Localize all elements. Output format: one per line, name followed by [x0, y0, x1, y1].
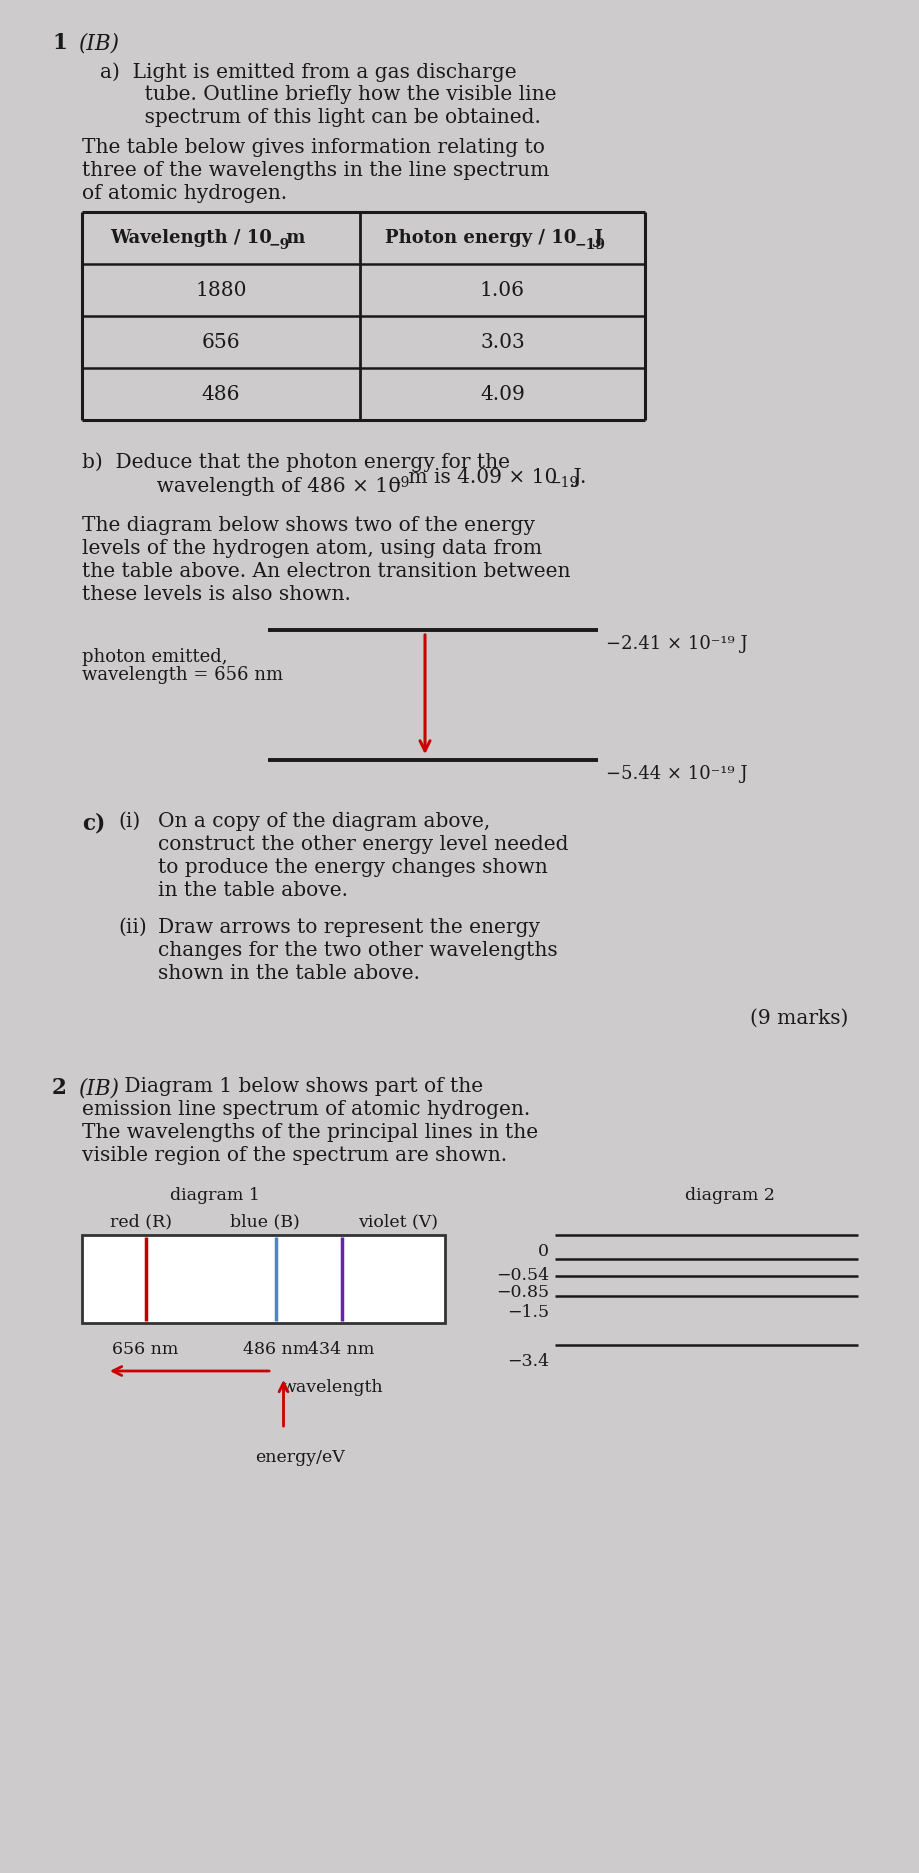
Text: The table below gives information relating to: The table below gives information relati…: [82, 139, 544, 157]
Text: a)  Light is emitted from a gas discharge: a) Light is emitted from a gas discharge: [100, 62, 516, 82]
Text: The wavelengths of the principal lines in the: The wavelengths of the principal lines i…: [82, 1124, 538, 1143]
Text: −0.85: −0.85: [495, 1283, 549, 1300]
Text: Draw arrows to represent the energy: Draw arrows to represent the energy: [158, 918, 539, 936]
Text: −0.54: −0.54: [495, 1268, 549, 1285]
Text: −9: −9: [268, 238, 289, 253]
Text: b)  Deduce that the photon energy for the: b) Deduce that the photon energy for the: [82, 451, 509, 472]
Text: (9 marks): (9 marks): [749, 1010, 847, 1028]
Text: tube. Outline briefly how the visible line: tube. Outline briefly how the visible li…: [100, 84, 556, 105]
Text: red (R): red (R): [110, 1214, 172, 1231]
Text: visible region of the spectrum are shown.: visible region of the spectrum are shown…: [82, 1146, 506, 1165]
Text: energy/eV: energy/eV: [255, 1450, 345, 1467]
Text: 434 nm: 434 nm: [308, 1341, 374, 1358]
Text: −3.4: −3.4: [506, 1354, 549, 1371]
Bar: [82, 1234, 445, 1322]
Text: c): c): [82, 813, 105, 833]
Text: blue (B): blue (B): [230, 1214, 300, 1231]
Text: to produce the energy changes shown: to produce the energy changes shown: [158, 858, 547, 877]
Text: Wavelength / 10: Wavelength / 10: [110, 229, 272, 247]
Text: 1.06: 1.06: [480, 281, 525, 300]
Text: wavelength = 656 nm: wavelength = 656 nm: [82, 667, 283, 684]
Text: −2.41 × 10⁻¹⁹ J: −2.41 × 10⁻¹⁹ J: [606, 635, 747, 654]
Text: J.: J.: [566, 468, 585, 487]
Text: photon emitted,: photon emitted,: [82, 648, 227, 667]
Text: 1880: 1880: [195, 281, 246, 300]
Text: The diagram below shows two of the energy: The diagram below shows two of the energ…: [82, 515, 535, 536]
Text: levels of the hydrogen atom, using data from: levels of the hydrogen atom, using data …: [82, 539, 541, 558]
Text: m is 4.09 × 10: m is 4.09 × 10: [402, 468, 557, 487]
Text: of atomic hydrogen.: of atomic hydrogen.: [82, 184, 287, 202]
Text: −19: −19: [550, 476, 579, 491]
Text: 656 nm: 656 nm: [112, 1341, 178, 1358]
Text: three of the wavelengths in the line spectrum: three of the wavelengths in the line spe…: [82, 161, 549, 180]
Text: 656: 656: [201, 333, 240, 352]
Text: Diagram 1 below shows part of the: Diagram 1 below shows part of the: [118, 1077, 482, 1096]
Text: Photon energy / 10: Photon energy / 10: [384, 229, 575, 247]
Text: (i): (i): [118, 813, 140, 832]
Text: 1: 1: [52, 32, 67, 54]
Text: spectrum of this light can be obtained.: spectrum of this light can be obtained.: [100, 109, 540, 127]
Text: diagram 2: diagram 2: [685, 1187, 774, 1204]
Text: J: J: [588, 229, 603, 247]
Text: 0: 0: [538, 1244, 549, 1261]
Text: −19: −19: [573, 238, 605, 253]
Text: −1.5: −1.5: [506, 1304, 549, 1322]
Text: in the table above.: in the table above.: [158, 880, 347, 901]
Text: (IB): (IB): [78, 32, 119, 54]
Text: shown in the table above.: shown in the table above.: [158, 965, 420, 983]
Text: changes for the two other wavelengths: changes for the two other wavelengths: [158, 940, 557, 961]
Text: 486 nm: 486 nm: [243, 1341, 309, 1358]
Text: violet (V): violet (V): [357, 1214, 437, 1231]
Text: 3.03: 3.03: [480, 333, 525, 352]
Text: On a copy of the diagram above,: On a copy of the diagram above,: [158, 813, 490, 832]
Text: (IB): (IB): [78, 1077, 119, 1099]
Text: wavelength of 486 × 10: wavelength of 486 × 10: [112, 478, 401, 496]
Text: these levels is also shown.: these levels is also shown.: [82, 584, 350, 603]
Text: 486: 486: [201, 384, 240, 403]
Text: 2: 2: [52, 1077, 67, 1099]
Text: −5.44 × 10⁻¹⁹ J: −5.44 × 10⁻¹⁹ J: [606, 764, 747, 783]
Text: −9: −9: [390, 476, 410, 491]
Text: (ii): (ii): [118, 918, 147, 936]
Text: construct the other energy level needed: construct the other energy level needed: [158, 835, 568, 854]
Text: diagram 1: diagram 1: [170, 1187, 260, 1204]
Text: wavelength: wavelength: [282, 1379, 383, 1395]
Text: 4.09: 4.09: [480, 384, 525, 403]
Text: emission line spectrum of atomic hydrogen.: emission line spectrum of atomic hydroge…: [82, 1099, 529, 1118]
Text: the table above. An electron transition between: the table above. An electron transition …: [82, 562, 570, 581]
Text: m: m: [279, 229, 305, 247]
